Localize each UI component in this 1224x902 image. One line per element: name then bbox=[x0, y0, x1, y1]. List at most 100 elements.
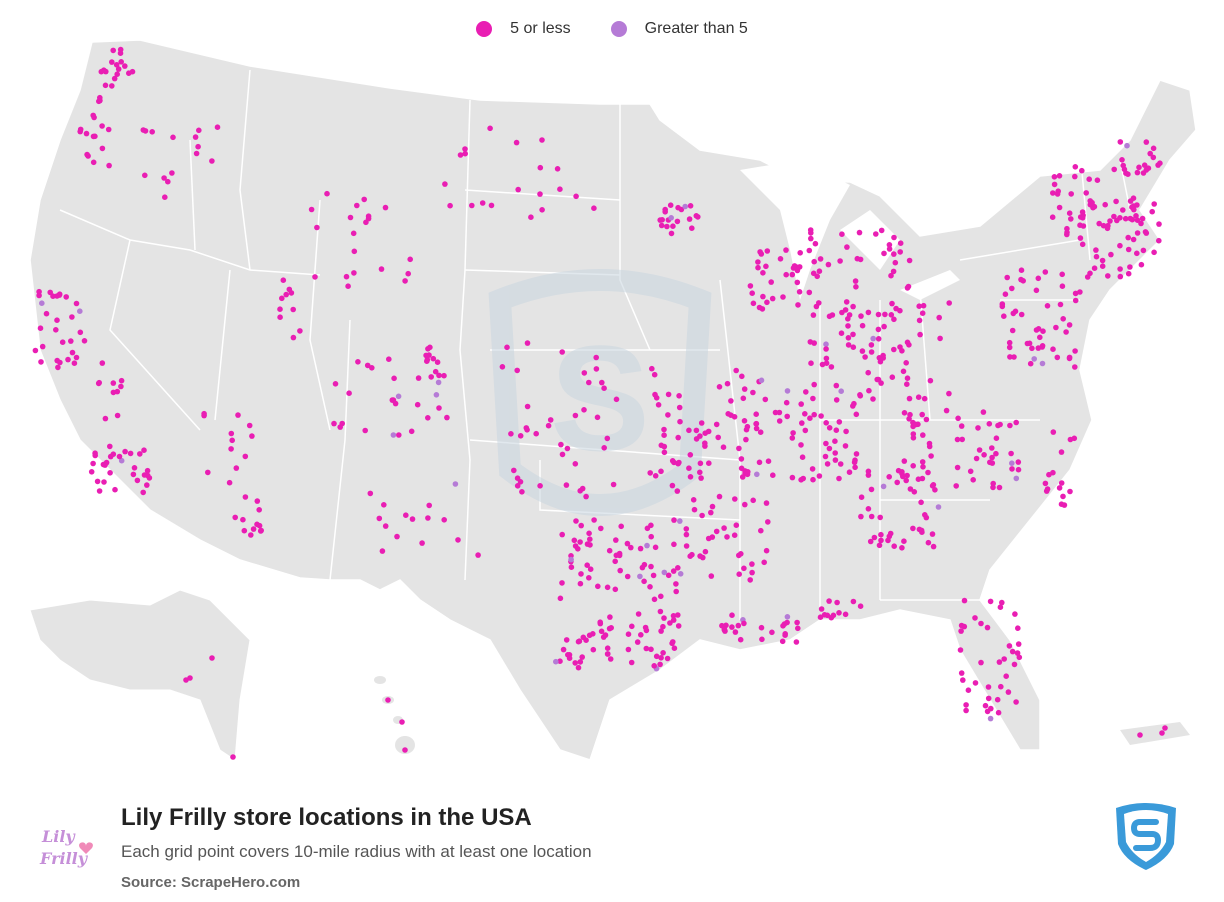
store-location-dot bbox=[811, 258, 817, 265]
store-location-dots bbox=[32, 46, 1168, 760]
store-location-dot bbox=[809, 466, 816, 472]
store-location-dot bbox=[907, 411, 913, 418]
store-location-dot bbox=[425, 346, 431, 352]
store-location-dot bbox=[910, 463, 916, 469]
store-location-dot bbox=[405, 270, 412, 277]
store-location-dot bbox=[625, 646, 632, 653]
store-location-dot bbox=[479, 200, 486, 206]
store-location-dot bbox=[926, 440, 933, 447]
store-location-dot bbox=[920, 302, 927, 309]
store-location-dot bbox=[910, 525, 916, 532]
store-location-dot bbox=[916, 317, 923, 324]
store-location-dot bbox=[576, 638, 583, 644]
store-location-dot bbox=[1027, 360, 1034, 367]
store-location-dot bbox=[587, 542, 593, 548]
store-location-dot bbox=[578, 571, 584, 577]
store-location-dot bbox=[568, 564, 575, 570]
store-location-dot bbox=[683, 543, 690, 549]
store-location-dot bbox=[768, 279, 774, 285]
store-location-dot bbox=[583, 637, 589, 643]
store-location-dot bbox=[598, 628, 605, 635]
store-location-dot bbox=[1093, 247, 1099, 253]
store-location-dot bbox=[1143, 167, 1150, 173]
store-location-dot bbox=[928, 453, 934, 459]
store-location-dot bbox=[141, 447, 147, 454]
store-location-dot bbox=[837, 461, 844, 467]
store-location-dot bbox=[126, 70, 132, 76]
store-location-dot bbox=[744, 471, 751, 478]
store-location-dot bbox=[735, 622, 742, 629]
store-location-dot bbox=[739, 373, 745, 380]
store-location-dot bbox=[254, 498, 261, 504]
store-location-dot bbox=[850, 403, 856, 409]
store-location-dot bbox=[595, 583, 601, 590]
store-location-dot bbox=[1159, 730, 1165, 736]
store-location-dot bbox=[738, 456, 745, 462]
store-location-dot bbox=[1099, 263, 1106, 270]
alaska-landmass bbox=[29, 589, 251, 761]
store-location-dot bbox=[878, 227, 885, 234]
store-location-dot bbox=[975, 425, 981, 431]
store-location-dot bbox=[568, 556, 574, 563]
svg-text:Frilly: Frilly bbox=[39, 849, 89, 868]
store-location-dot bbox=[687, 203, 694, 209]
store-location-dot bbox=[755, 259, 761, 265]
store-location-dot bbox=[605, 651, 611, 657]
store-location-dot bbox=[693, 427, 700, 434]
store-location-dot bbox=[891, 543, 897, 549]
store-location-dot bbox=[649, 365, 655, 372]
store-location-dot bbox=[682, 203, 688, 210]
store-location-dot bbox=[856, 229, 863, 236]
store-location-dot bbox=[747, 283, 754, 289]
store-location-dot bbox=[1117, 139, 1124, 145]
store-location-dot bbox=[794, 279, 801, 286]
store-location-dot bbox=[900, 368, 907, 375]
store-location-dot bbox=[351, 248, 358, 255]
store-location-dot bbox=[919, 529, 925, 535]
store-location-dot bbox=[73, 354, 80, 361]
store-location-dot bbox=[1120, 207, 1126, 213]
store-location-dot bbox=[970, 477, 976, 483]
store-location-dot bbox=[69, 314, 75, 320]
store-location-dot bbox=[242, 494, 249, 500]
store-location-dot bbox=[1130, 195, 1137, 201]
store-location-dot bbox=[1138, 261, 1145, 268]
store-location-dot bbox=[54, 293, 60, 299]
store-location-dot bbox=[249, 433, 255, 439]
store-location-dot bbox=[853, 451, 860, 457]
store-location-dot bbox=[881, 323, 887, 330]
store-location-dot bbox=[1133, 213, 1139, 219]
store-location-dot bbox=[572, 412, 579, 419]
store-location-dot bbox=[97, 97, 103, 104]
store-location-dot bbox=[99, 145, 106, 152]
store-location-dot bbox=[886, 474, 892, 480]
store-location-dot bbox=[613, 396, 620, 403]
store-location-dot bbox=[1114, 217, 1120, 224]
store-location-dot bbox=[1046, 471, 1052, 478]
store-location-dot bbox=[1031, 356, 1037, 362]
store-location-dot bbox=[590, 631, 596, 637]
store-location-dot bbox=[1157, 160, 1163, 166]
store-location-dot bbox=[904, 339, 911, 346]
store-location-dot bbox=[904, 381, 910, 388]
store-location-dot bbox=[77, 329, 84, 336]
store-location-dot bbox=[533, 430, 539, 437]
store-location-dot bbox=[828, 364, 835, 370]
store-location-dot bbox=[899, 545, 905, 551]
store-location-dot bbox=[513, 139, 520, 146]
store-location-dot bbox=[425, 515, 431, 521]
store-location-dot bbox=[586, 379, 592, 386]
store-location-dot bbox=[930, 543, 937, 550]
store-location-dot bbox=[1072, 364, 1078, 370]
store-location-dot bbox=[347, 214, 354, 221]
store-location-dot bbox=[652, 391, 658, 398]
store-location-dot bbox=[874, 376, 880, 383]
store-location-dot bbox=[101, 479, 107, 485]
store-location-dot bbox=[911, 489, 918, 495]
store-location-dot bbox=[897, 344, 903, 350]
store-location-dot bbox=[845, 342, 852, 348]
store-location-dot bbox=[998, 683, 1004, 690]
store-location-dot bbox=[670, 617, 677, 623]
store-location-dot bbox=[277, 314, 283, 321]
store-location-dot bbox=[1058, 480, 1065, 486]
